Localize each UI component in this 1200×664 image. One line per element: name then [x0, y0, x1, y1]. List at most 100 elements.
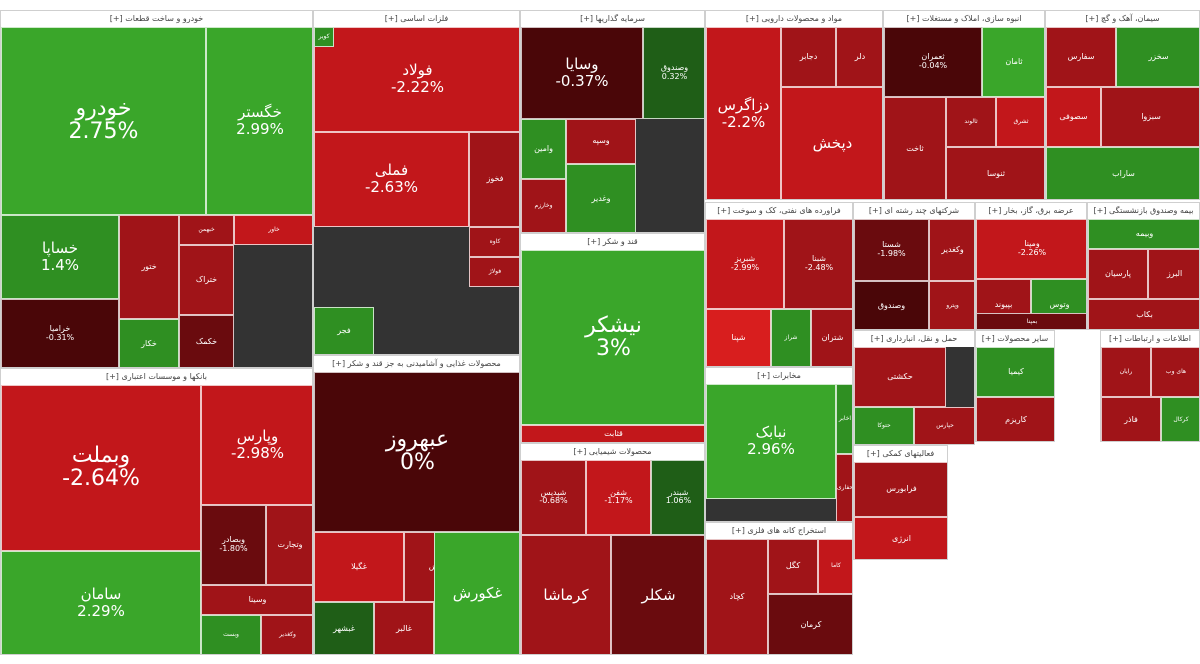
treemap-tile[interactable]: کاوه [469, 227, 519, 257]
treemap-tile[interactable]: حتوکا [854, 407, 914, 444]
treemap-tile[interactable]: سامان 2.29% [1, 551, 201, 654]
treemap-tile[interactable]: غالبر [374, 602, 434, 654]
treemap-tile[interactable]: سفارس [1046, 27, 1116, 87]
treemap-tile[interactable]: ومپنا -2.26% [976, 219, 1086, 279]
sector-title[interactable]: استخراج کانه های فلزی [+] [706, 523, 852, 539]
sector-6[interactable]: قند و شکر [+] نیشکر 3% قثابت [520, 233, 705, 443]
sector-title[interactable]: قند و شکر [+] [521, 234, 704, 250]
treemap-tile[interactable]: شبنا -2.48% [784, 219, 852, 309]
treemap-tile[interactable]: شبریز -2.99% [706, 219, 784, 309]
sector-11[interactable]: فراورده های نفتی، کک و سوخت [+] شبریز -2.9… [705, 202, 853, 367]
treemap-tile[interactable]: فجر [314, 307, 374, 354]
treemap-tile[interactable]: وسپه [566, 119, 636, 164]
treemap-tile[interactable]: شتران [811, 309, 852, 366]
treemap-tile[interactable]: ثالوند [946, 97, 996, 147]
treemap-tile[interactable]: عبهروز 0% [314, 372, 519, 532]
sector-title[interactable]: فراورده های نفتی، کک و سوخت [+] [706, 203, 852, 219]
treemap-tile[interactable]: خکار [119, 319, 179, 367]
sector-9[interactable]: عرضه برق، گاز، بخار [+] ومپنا -2.26% بپیوند… [975, 202, 1087, 330]
treemap-tile[interactable]: ثشرق [996, 97, 1044, 147]
treemap-tile[interactable]: شکلر [611, 535, 704, 654]
sector-7[interactable]: محصولات غذایی و آشامیدنی به جز قند و شکر… [313, 355, 520, 655]
treemap-tile[interactable]: ثاخت [884, 97, 946, 199]
treemap-tile[interactable]: رایان [1101, 347, 1151, 397]
treemap-tile[interactable]: بکاب [1088, 299, 1199, 329]
sector-title[interactable]: محصولات شیمیایی [+] [521, 444, 704, 460]
treemap-tile[interactable]: دزاگرس -2.2% [706, 27, 781, 199]
sector-12[interactable]: بیمه وصندوق بازنشستگی [+] وبیمه پارسیان الب… [1087, 202, 1200, 330]
sector-title[interactable]: بانکها و موسسات اعتباری [+] [1, 369, 312, 385]
treemap-tile[interactable]: دلر [836, 27, 882, 87]
treemap-tile[interactable]: کویر [314, 27, 334, 47]
sector-title[interactable]: فلزات اساسی [+] [314, 11, 519, 27]
treemap-tile[interactable]: نبابک 2.96% [706, 384, 836, 499]
treemap-tile[interactable]: پارسیان [1088, 249, 1148, 299]
treemap-tile[interactable]: ختراک [179, 245, 234, 315]
sector-16[interactable]: حمل و نقل، انبارداری [+] حکشتی حتوکا حپارس [853, 330, 975, 445]
treemap-tile[interactable]: وغدیر [566, 164, 636, 232]
treemap-tile[interactable]: فخوز [469, 132, 519, 227]
treemap-tile[interactable]: فولاژ [469, 257, 519, 287]
treemap-tile[interactable]: کرماشا [521, 535, 611, 654]
sector-2[interactable]: سرمایه گذاریها [+] وسایا -0.37% وصندوق 0.32%… [520, 10, 705, 233]
treemap-tile[interactable]: سبزوا [1101, 87, 1199, 147]
treemap-tile[interactable]: شبندر 1.06% [651, 460, 704, 535]
treemap-tile[interactable]: فملی -2.63% [314, 132, 469, 227]
treemap-tile[interactable]: وتجارت [266, 505, 312, 585]
treemap-tile[interactable]: غبشهر [314, 602, 374, 654]
treemap-tile[interactable]: خساپا 1.4% [1, 215, 119, 299]
treemap-tile[interactable]: خکمک [179, 315, 234, 367]
treemap-tile[interactable]: وکغدیر [929, 219, 974, 281]
treemap-tile[interactable]: شپدیس -0.68% [521, 460, 586, 535]
sector-title[interactable]: عرضه برق، گاز، بخار [+] [976, 203, 1086, 219]
treemap-tile[interactable]: وصندوق 0.32% [643, 27, 704, 119]
treemap-tile[interactable]: ثعمران -0.04% [884, 27, 982, 97]
treemap-tile[interactable]: حکشتی [854, 347, 946, 407]
sector-title[interactable]: مخابرات [+] [706, 368, 852, 384]
treemap-tile[interactable]: قثابت [521, 425, 704, 442]
treemap-tile[interactable]: البرز [1148, 249, 1199, 299]
treemap-tile[interactable]: وبصادر -1.80% [201, 505, 266, 585]
sector-title[interactable]: سیمان، آهک و گچ [+] [1046, 11, 1199, 27]
treemap-tile[interactable]: فولاد -2.22% [314, 27, 519, 132]
sector-15[interactable]: استخراج کانه های فلزی [+] کچاد کگل کاما کرما… [705, 522, 853, 655]
sector-title[interactable]: اطلاعات و ارتباطات [+] [1101, 331, 1199, 347]
treemap-tile[interactable]: کرمان [768, 594, 852, 654]
treemap-tile[interactable]: خبهمن [179, 215, 234, 245]
treemap-tile[interactable]: های وب [1151, 347, 1199, 397]
treemap-tile[interactable]: خرامیا -0.31% [1, 299, 119, 367]
treemap-tile[interactable]: وسینا [201, 585, 312, 615]
treemap-tile[interactable]: ثامان [982, 27, 1044, 97]
treemap-tile[interactable]: کاریزم [976, 397, 1054, 441]
treemap-tile[interactable]: کچاد [706, 539, 768, 654]
treemap-tile[interactable]: شراز [771, 309, 811, 366]
sector-10[interactable]: شرکتهای چند رشته ای [+] شستا -1.98% وکغدیر و… [853, 202, 975, 330]
treemap-tile[interactable]: ختور [119, 215, 179, 319]
treemap-tile[interactable]: بمپنا [976, 313, 1086, 329]
sector-title[interactable]: حمل و نقل، انبارداری [+] [854, 331, 974, 347]
treemap-tile[interactable]: وصندوق [854, 281, 929, 329]
sector-13[interactable]: بانکها و موسسات اعتباری [+] وبملت -2.64% سا… [0, 368, 313, 655]
treemap-tile[interactable]: کگل [768, 539, 818, 594]
sector-title[interactable]: سایر محصولات [+] [976, 331, 1054, 347]
treemap-tile[interactable]: اخابر [836, 384, 852, 454]
treemap-tile[interactable]: غکورش [434, 532, 519, 654]
sector-18[interactable]: سایر محصولات [+] کیمیا کاریزم [975, 330, 1055, 442]
sector-title[interactable]: مواد و محصولات دارویی [+] [706, 11, 882, 27]
treemap-tile[interactable]: ثنوسا [946, 147, 1044, 199]
treemap-tile[interactable]: وبملت -2.64% [1, 385, 201, 551]
treemap-tile[interactable]: خگستر 2.99% [206, 27, 312, 215]
treemap-tile[interactable]: ساراب [1046, 147, 1199, 199]
treemap-tile[interactable]: کرکال [1161, 397, 1199, 441]
treemap-tile[interactable]: خاور [234, 215, 312, 245]
treemap-tile[interactable]: فاذر [1101, 397, 1161, 441]
treemap-tile[interactable]: وبیمه [1088, 219, 1199, 249]
sector-title[interactable]: محصولات غذایی و آشامیدنی به جز قند و شکر… [314, 356, 519, 372]
sector-1[interactable]: فلزات اساسی [+] فولاد -2.22% فملی -2.63% فخوز… [313, 10, 520, 355]
treemap-tile[interactable]: نیشکر 3% [521, 250, 704, 425]
treemap-tile[interactable]: خودرو 2.75% [1, 27, 206, 215]
treemap-tile[interactable]: دجابر [781, 27, 836, 87]
treemap-tile[interactable]: سخزر [1116, 27, 1199, 87]
treemap-tile[interactable]: وپترو [929, 281, 974, 329]
treemap-tile[interactable]: کیمیا [976, 347, 1054, 397]
